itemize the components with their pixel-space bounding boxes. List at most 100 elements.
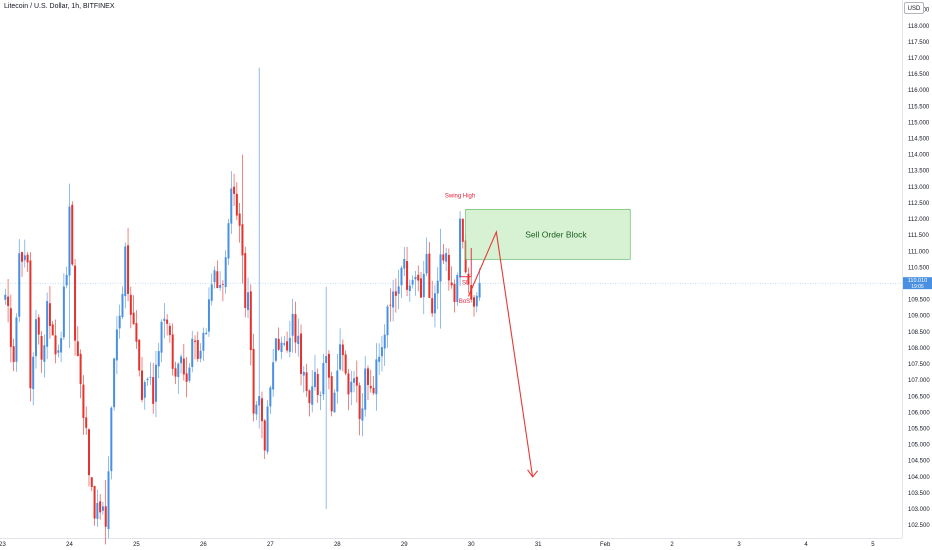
candle-body (436, 280, 439, 294)
candle-body (272, 362, 275, 390)
candle-body (247, 292, 250, 311)
candle-body (51, 324, 54, 336)
candle-body (302, 371, 305, 376)
candle-body (121, 293, 124, 318)
candle-body (26, 254, 29, 263)
candle-body (277, 338, 280, 350)
candle-body (4, 294, 7, 300)
candle-body (389, 304, 392, 306)
candle-body (364, 368, 367, 410)
candle-body (249, 291, 252, 351)
swing-high-label: Swing High (445, 193, 475, 199)
candle-body (160, 321, 163, 353)
candle-body (180, 356, 183, 364)
y-tick-label: 117.000 (908, 56, 930, 62)
candle-body (115, 329, 118, 361)
candle-body (216, 271, 219, 289)
candle-body (422, 273, 425, 298)
candle-body (230, 188, 233, 224)
candle-body (386, 306, 389, 336)
candle-body (350, 381, 353, 393)
y-tick-label: 108.500 (908, 330, 930, 336)
y-tick-label: 103.500 (908, 491, 930, 497)
y-tick-label: 117.500 (908, 40, 930, 46)
y-tick-label: 113.000 (908, 185, 930, 191)
candle-body (353, 378, 356, 383)
y-tick-label: 104.500 (908, 459, 930, 465)
y-tick-label: 105.000 (908, 443, 930, 449)
candle-body (194, 340, 197, 342)
y-tick-label: 112.000 (908, 217, 930, 223)
y-tick-label: 104.000 (908, 475, 930, 481)
candle-body (470, 284, 473, 300)
candle-body (286, 341, 289, 351)
sell-order-block-zone (465, 209, 631, 260)
y-tick-label: 115.500 (908, 104, 930, 110)
y-tick-label: 118.000 (908, 24, 930, 30)
candle-body (439, 254, 442, 282)
candle-body (182, 358, 185, 375)
candle-body (380, 347, 383, 357)
candles-group (4, 67, 481, 545)
candle-body (311, 386, 314, 405)
candle-body (300, 333, 303, 374)
candle-body (96, 502, 99, 519)
candle-body (478, 283, 481, 298)
candle-body (319, 395, 322, 396)
candle-body (411, 280, 414, 285)
candle-body (316, 373, 319, 396)
candle-body (110, 407, 113, 472)
candle-body (48, 303, 51, 326)
candle-body (157, 351, 160, 367)
bos-label: BoS (459, 299, 470, 305)
candle-body (403, 258, 406, 269)
candle-body (62, 286, 65, 338)
candle-body (224, 257, 227, 288)
candle-body (37, 317, 40, 335)
candle-body (447, 254, 450, 281)
candle-body (210, 284, 213, 301)
y-tick-label: 109.500 (908, 298, 930, 304)
candle-body (397, 286, 400, 294)
candle-body (266, 406, 269, 452)
y-tick-label: 108.000 (908, 346, 930, 352)
candle-body (177, 363, 180, 377)
x-tick-label: 31 (535, 542, 542, 548)
candle-body (129, 294, 132, 315)
x-tick-label: 24 (66, 542, 73, 548)
candle-body (154, 364, 157, 402)
candle-body (445, 253, 448, 262)
candle-body (456, 275, 459, 302)
currency-selector[interactable]: USD (904, 2, 924, 14)
y-tick-label: 105.500 (908, 426, 930, 432)
candle-body (171, 334, 174, 369)
candle-body (344, 354, 347, 374)
y-tick-label: 116.500 (908, 72, 930, 78)
candle-body (207, 299, 210, 332)
candle-body (235, 193, 238, 216)
x-tick-label: Feb (600, 542, 611, 548)
candle-body (252, 348, 255, 414)
x-tick-label: 26 (200, 542, 207, 548)
y-tick-label: 116.000 (908, 88, 930, 94)
candle-body (9, 308, 12, 347)
candle-body (313, 371, 316, 388)
candle-body (280, 342, 283, 352)
candle-body (60, 338, 63, 353)
candle-body (90, 477, 93, 487)
candle-body (166, 319, 169, 324)
candle-body (85, 417, 88, 428)
candle-body (135, 323, 138, 342)
candle-body (221, 284, 224, 285)
y-tick-label: 103.000 (908, 507, 930, 513)
candle-body (141, 370, 143, 400)
y-tick-label: 106.000 (908, 410, 930, 416)
y-tick-label: 113.500 (908, 169, 930, 175)
candle-body (68, 206, 71, 276)
candle-body (205, 332, 208, 335)
candle-body (258, 396, 261, 406)
candle-body (263, 420, 266, 451)
candle-body (196, 340, 199, 360)
candle-body (417, 274, 420, 281)
